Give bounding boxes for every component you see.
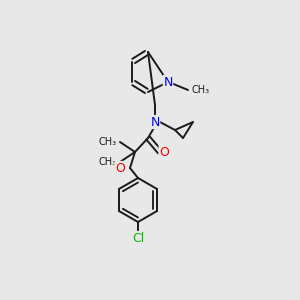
Text: CH₃: CH₃ (99, 157, 117, 167)
Text: O: O (159, 146, 169, 158)
Text: O: O (115, 161, 125, 175)
Text: Cl: Cl (132, 232, 144, 244)
Text: N: N (150, 116, 160, 128)
Text: CH₃: CH₃ (192, 85, 210, 95)
Text: N: N (163, 76, 173, 88)
Text: CH₃: CH₃ (99, 137, 117, 147)
